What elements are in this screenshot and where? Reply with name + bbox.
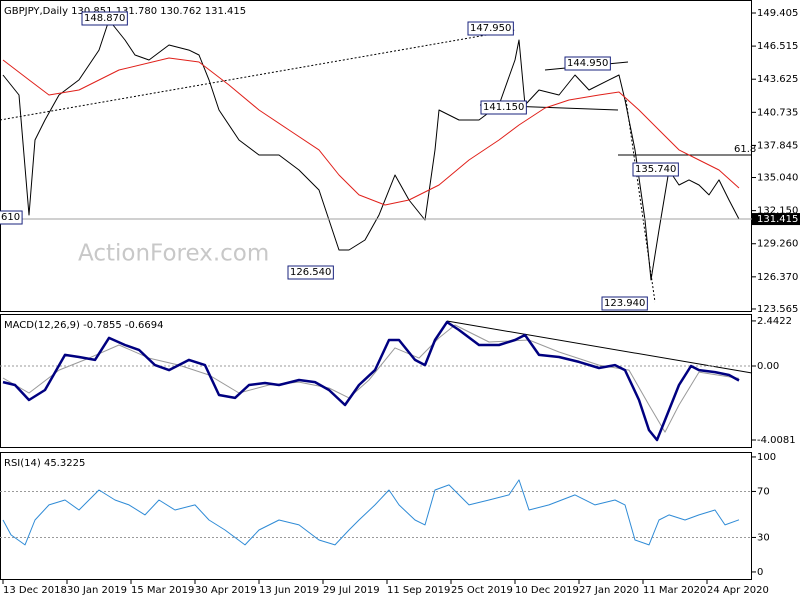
current-price-box [752, 213, 800, 226]
y-tick-label: 123.565 [757, 304, 798, 315]
series-line [2, 479, 740, 546]
macd-trend-line [446, 320, 753, 374]
annotation-box [632, 162, 679, 177]
price-annotation: 135.740 [635, 164, 676, 175]
x-tick-label: 30 Jan 2019 [67, 585, 127, 596]
annotation-box [287, 265, 334, 280]
price-annotation: 610 [1, 212, 20, 223]
y-tick-label: 2.4422 [757, 316, 792, 327]
panel-frame [0, 314, 752, 448]
x-tick-label: 29 Jul 2019 [323, 585, 380, 596]
x-tick-label: 15 Mar 2019 [131, 585, 194, 596]
panel-title: RSI(14) 45.3225 [4, 458, 85, 469]
y-tick-label: 137.845 [757, 140, 798, 151]
watermark: ActionForex.com [78, 241, 269, 267]
annotation-box [564, 56, 611, 71]
annotation-box [81, 11, 128, 26]
x-tick-label: 24 Apr 2020 [707, 585, 769, 596]
panel-frame [0, 452, 752, 580]
annotation-box [0, 210, 23, 225]
y-tick-label: 126.370 [757, 272, 798, 283]
price-annotation: 126.540 [290, 267, 331, 278]
series-line [2, 57, 740, 206]
y-tick-label: 143.625 [757, 74, 798, 85]
price-annotation: 61.8 [734, 144, 756, 155]
y-tick-label: -4.0081 [757, 435, 796, 446]
x-tick-label: 25 Oct 2019 [451, 585, 513, 596]
price-annotation: 144.950 [567, 58, 608, 69]
y-tick-label: 0.00 [757, 361, 779, 372]
trend-line [0, 29, 516, 121]
y-tick-label: 30 [757, 532, 770, 543]
series-line [2, 320, 740, 442]
price-annotation: 148.870 [84, 13, 125, 24]
y-tick-label: 129.260 [757, 239, 798, 250]
x-tick-label: 11 Sep 2019 [387, 585, 450, 596]
annotation-box [601, 296, 648, 311]
current-price-label: 131.415 [757, 214, 798, 225]
price-annotation: 123.940 [604, 298, 645, 309]
drawings [0, 29, 753, 374]
x-tick-label: 30 Apr 2019 [195, 585, 257, 596]
price-annotation: 141.150 [483, 102, 524, 113]
y-tick-label: 146.515 [757, 41, 798, 52]
panel-title: MACD(12,26,9) -0.7855 -0.6694 [4, 320, 164, 331]
x-tick-label: 13 Jun 2019 [259, 585, 319, 596]
y-tick-label: 149.405 [757, 8, 798, 19]
price-annotation: 147.950 [470, 23, 511, 34]
y-tick-label: 135.040 [757, 173, 798, 184]
series-line [2, 324, 740, 433]
x-tick-label: 13 Dec 2018 [3, 585, 67, 596]
x-tick-label: 10 Dec 2019 [515, 585, 579, 596]
y-tick-label: 0 [757, 567, 763, 578]
x-tick-label: 27 Jan 2020 [579, 585, 639, 596]
panel-frame [0, 0, 752, 312]
annotation-box [467, 21, 514, 36]
y-tick-label: 140.735 [757, 107, 798, 118]
y-tick-label: 70 [757, 486, 770, 497]
y-tick-label: 100 [757, 452, 776, 463]
x-tick-label: 11 Mar 2020 [643, 585, 706, 596]
annotation-box [480, 100, 527, 115]
y-tick-label: 132.150 [757, 206, 798, 217]
